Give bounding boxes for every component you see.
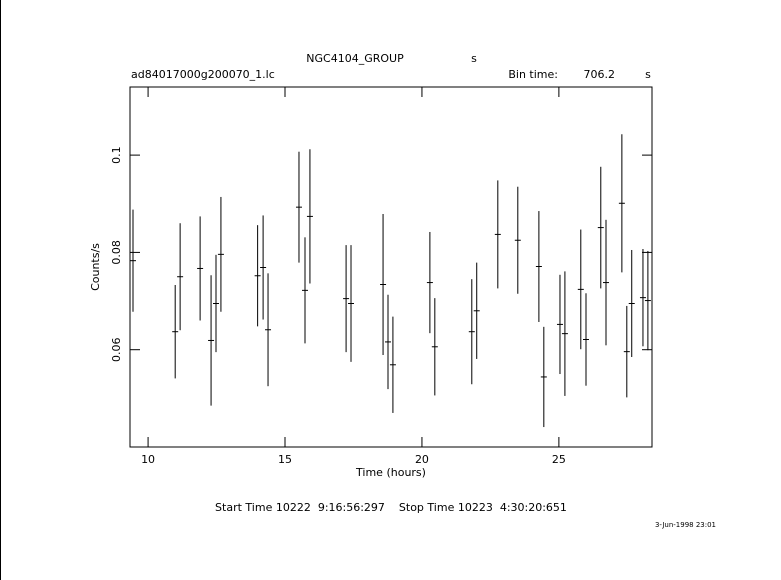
y-tick-label: 0.06 <box>110 337 123 362</box>
bin-time-unit: s <box>645 68 651 81</box>
footer: Start Time 10222 9:16:56:297 Stop Time 1… <box>215 501 567 514</box>
y-tick-label: 0.1 <box>110 146 123 164</box>
bin-time: 706.2 <box>584 68 616 81</box>
x-axis-label: Time (hours) <box>355 466 426 479</box>
subtitle: ad84017000g200070_1.lc <box>131 68 275 81</box>
plot-frame <box>129 86 653 448</box>
title-unit: s <box>471 52 477 65</box>
chart-title: NGC4104_GROUP <box>306 52 404 65</box>
x-tick-label: 10 <box>141 453 155 466</box>
x-tick-label: 15 <box>278 453 292 466</box>
y-axis-label: Counts/s <box>89 243 102 291</box>
x-tick-label: 20 <box>415 453 429 466</box>
bin-time-label: Bin time: <box>508 68 558 81</box>
x-tick-label: 25 <box>552 453 566 466</box>
y-tick-label: 0.08 <box>110 240 123 264</box>
date-stamp: 3-Jun-1998 23:01 <box>655 521 716 529</box>
